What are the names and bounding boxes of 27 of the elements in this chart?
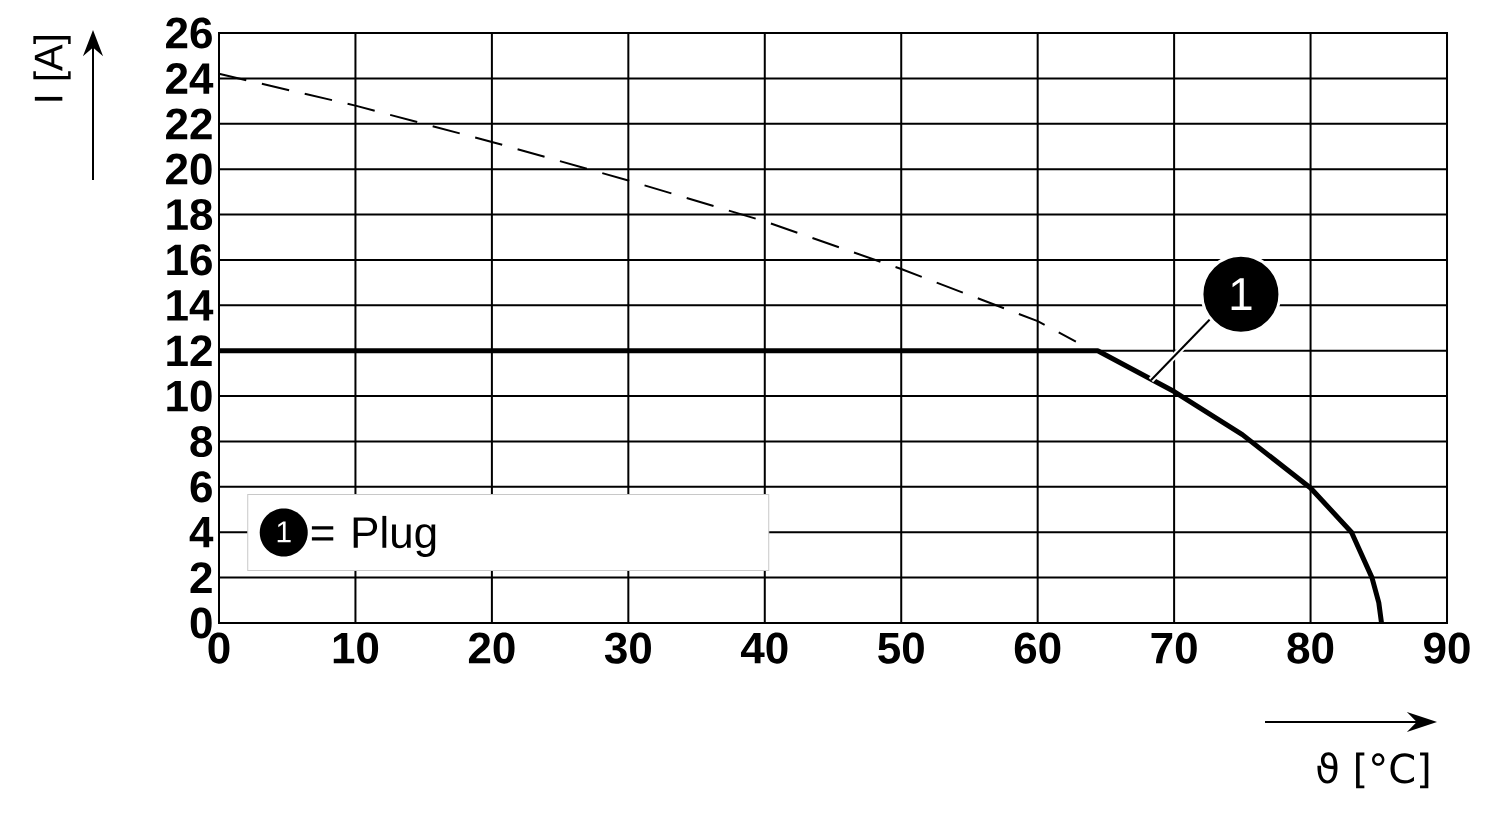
annotation: 1 xyxy=(277,521,291,543)
y-tick-label: 16 xyxy=(167,244,212,276)
y-tick-label: 10 xyxy=(167,380,212,412)
x-tick-label: 10 xyxy=(333,632,379,664)
y-tick-label: 12 xyxy=(167,335,212,367)
y-tick-label: 4 xyxy=(189,517,214,548)
y-tick-label: 22 xyxy=(166,108,212,140)
y-axis-title: I [A] xyxy=(33,36,71,101)
x-tick-label: 80 xyxy=(1287,632,1334,664)
x-tick-label: 70 xyxy=(1151,632,1197,664)
y-tick-label: 8 xyxy=(190,425,213,458)
y-tick-label: 18 xyxy=(167,198,213,231)
x-tick-label: 40 xyxy=(740,632,788,664)
x-axis-title: ϑ [°C] xyxy=(1317,752,1429,789)
x-tick-label: 90 xyxy=(1424,632,1470,664)
y-tick-label: 26 xyxy=(166,17,212,49)
annotation: 1 xyxy=(1231,278,1252,311)
x-tick-label: 20 xyxy=(468,632,515,664)
y-tick-label: 2 xyxy=(190,562,212,593)
y-tick-label: 24 xyxy=(166,63,214,94)
legend-label: = Plug xyxy=(311,515,436,557)
y-tick-label: 14 xyxy=(167,290,214,321)
y-tick-label: 20 xyxy=(166,153,212,185)
x-tick-label: 60 xyxy=(1014,632,1061,664)
x-tick-label: 30 xyxy=(604,632,651,664)
x-tick-label: 50 xyxy=(878,632,924,664)
y-tick-label: 6 xyxy=(190,471,212,503)
